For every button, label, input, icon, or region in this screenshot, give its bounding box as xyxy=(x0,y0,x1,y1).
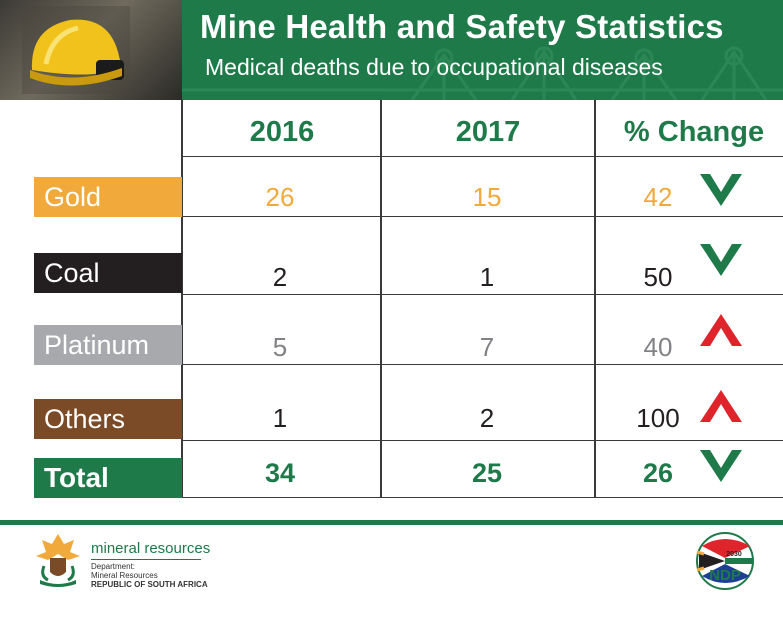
footer-divider xyxy=(0,520,783,525)
row-label-coal: Coal xyxy=(34,253,182,293)
gold-2017-value: 15 xyxy=(472,182,502,212)
ndp-text: NDP xyxy=(709,567,741,584)
country-name: REPUBLIC OF SOUTH AFRICA xyxy=(91,580,208,589)
grid-line xyxy=(182,497,783,498)
coal-2016-value: 2 xyxy=(272,262,288,292)
platinum-2016-value: 5 xyxy=(272,332,288,362)
arrow-up-icon xyxy=(700,314,742,346)
grid-line xyxy=(594,100,596,498)
platinum-change-value: 40 xyxy=(643,332,673,362)
grid-line xyxy=(182,364,783,365)
gold-change-value: 42 xyxy=(643,182,673,212)
department-label: Department: xyxy=(91,562,136,571)
platinum-2017-value: 7 xyxy=(479,332,495,362)
gold-2016-value: 26 xyxy=(265,182,295,212)
total-2016-value: 34 xyxy=(264,458,296,488)
grid-line xyxy=(181,100,183,498)
page-subtitle: Medical deaths due to occupational disea… xyxy=(205,54,663,80)
department-underline xyxy=(91,559,201,560)
coal-2017-value: 1 xyxy=(479,262,495,292)
column-header-2016: 2016 xyxy=(249,116,315,148)
mine-headgear-pattern xyxy=(182,46,783,100)
arrow-up-icon xyxy=(700,390,742,422)
miner-helmet-photo xyxy=(0,0,182,100)
coat-of-arms-logo xyxy=(36,534,80,587)
arrow-down-icon xyxy=(700,450,742,482)
ndp-2030-logo: NDP 2030 xyxy=(696,532,754,590)
grid-line xyxy=(380,100,382,498)
department-name: mineral resources xyxy=(91,540,211,557)
grid-line xyxy=(182,440,783,441)
row-label-gold: Gold xyxy=(34,177,182,217)
arrow-down-icon xyxy=(700,174,742,206)
others-2016-value: 1 xyxy=(272,403,288,433)
department-subname: Mineral Resources xyxy=(91,571,158,580)
coal-change-value: 50 xyxy=(643,262,673,292)
total-change-value: 26 xyxy=(642,458,674,488)
grid-line xyxy=(182,294,783,295)
grid-line xyxy=(182,216,783,217)
row-label-others: Others xyxy=(34,399,182,439)
row-label-total: Total xyxy=(34,458,182,498)
arrow-down-icon xyxy=(700,244,742,276)
header-banner: Mine Health and Safety Statistics Medica… xyxy=(0,0,783,100)
row-label-platinum: Platinum xyxy=(34,325,182,365)
grid-line xyxy=(182,156,783,157)
helmet-icon xyxy=(22,6,130,94)
others-change-value: 100 xyxy=(636,403,680,433)
page-title: Mine Health and Safety Statistics xyxy=(200,8,724,45)
ndp-year: 2030 xyxy=(726,551,742,558)
column-header-2017: 2017 xyxy=(455,116,521,148)
total-2017-value: 25 xyxy=(471,458,503,488)
others-2017-value: 2 xyxy=(479,403,495,433)
column-header-change: % Change xyxy=(623,116,765,148)
